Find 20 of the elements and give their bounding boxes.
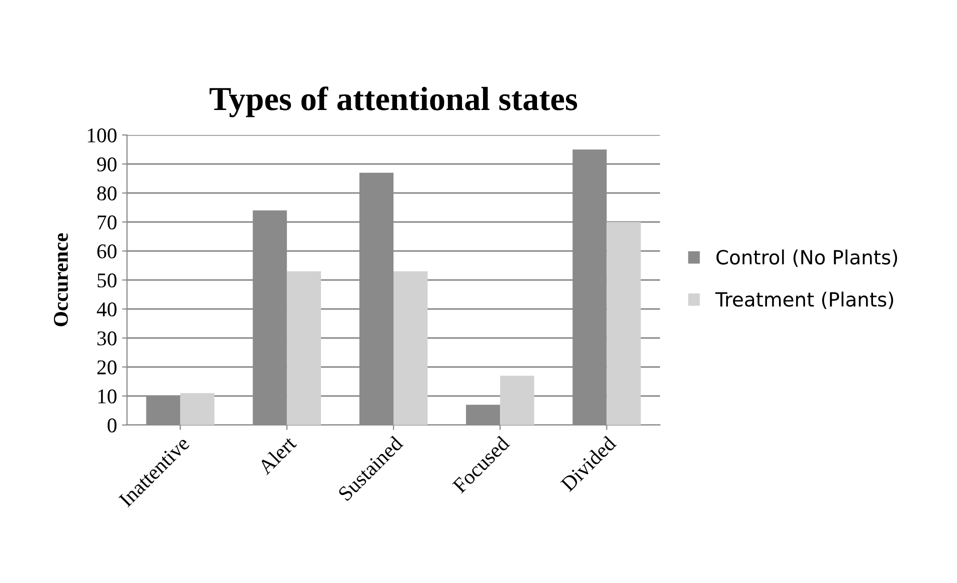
y-tick-label: 70 <box>98 215 116 230</box>
y-tick-label: 90 <box>97 157 116 172</box>
y-tick-label: 40 <box>96 302 116 316</box>
bar <box>180 393 214 425</box>
y-tick-label: 80 <box>97 186 116 200</box>
bar <box>500 376 534 425</box>
bar <box>394 271 428 425</box>
legend-label: Control (No Plants) <box>716 250 898 267</box>
y-axis-title: Occurence <box>54 233 68 326</box>
y-tick-label: 0 <box>108 418 116 432</box>
y-tick-label: 10 <box>98 389 116 404</box>
legend-label: Treatment (Plants) <box>715 292 894 310</box>
y-tick-label: 50 <box>98 273 116 288</box>
y-tick-label: 60 <box>97 244 116 258</box>
bar <box>286 271 322 425</box>
bar <box>606 222 641 425</box>
y-tick-label: 100 <box>88 128 116 142</box>
chart-title: Types of attentional states <box>210 86 578 118</box>
y-tick-label: 20 <box>97 360 116 374</box>
y-tick-label: 30 <box>97 331 116 346</box>
